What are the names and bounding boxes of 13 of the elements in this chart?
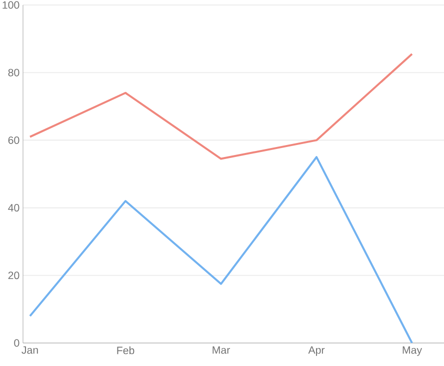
- y-tick-label: 100: [2, 1, 20, 9]
- y-tick-label: 20: [8, 272, 20, 280]
- x-tick-label: Jan: [22, 346, 38, 354]
- y-tick-label: 80: [8, 68, 20, 76]
- x-tick-label: Mar: [212, 346, 230, 354]
- x-tick-label: Apr: [308, 346, 325, 356]
- line-series: [29, 53, 414, 160]
- y-tick-label: 60: [8, 136, 20, 144]
- y-tick-label: 40: [8, 204, 20, 212]
- y-tick-label: 0: [14, 339, 20, 347]
- line-series: [29, 156, 414, 343]
- x-tick-label: Feb: [117, 346, 134, 354]
- x-tick-label: May: [402, 346, 422, 356]
